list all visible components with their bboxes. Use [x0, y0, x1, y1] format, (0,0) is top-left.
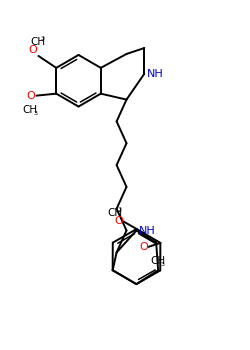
Text: NH: NH — [147, 69, 164, 79]
Text: CH: CH — [23, 105, 38, 114]
Text: $_3$: $_3$ — [40, 34, 46, 43]
Text: O: O — [27, 91, 36, 101]
Text: $_3$: $_3$ — [160, 260, 166, 269]
Text: $_3$: $_3$ — [117, 205, 122, 214]
Text: O: O — [114, 216, 123, 226]
Text: $_3$: $_3$ — [32, 109, 38, 118]
Text: CH: CH — [30, 37, 46, 47]
Text: O: O — [29, 45, 38, 55]
Text: CH: CH — [150, 256, 166, 266]
Text: O: O — [140, 242, 148, 252]
Text: NH: NH — [139, 225, 156, 236]
Text: CH: CH — [107, 208, 122, 218]
